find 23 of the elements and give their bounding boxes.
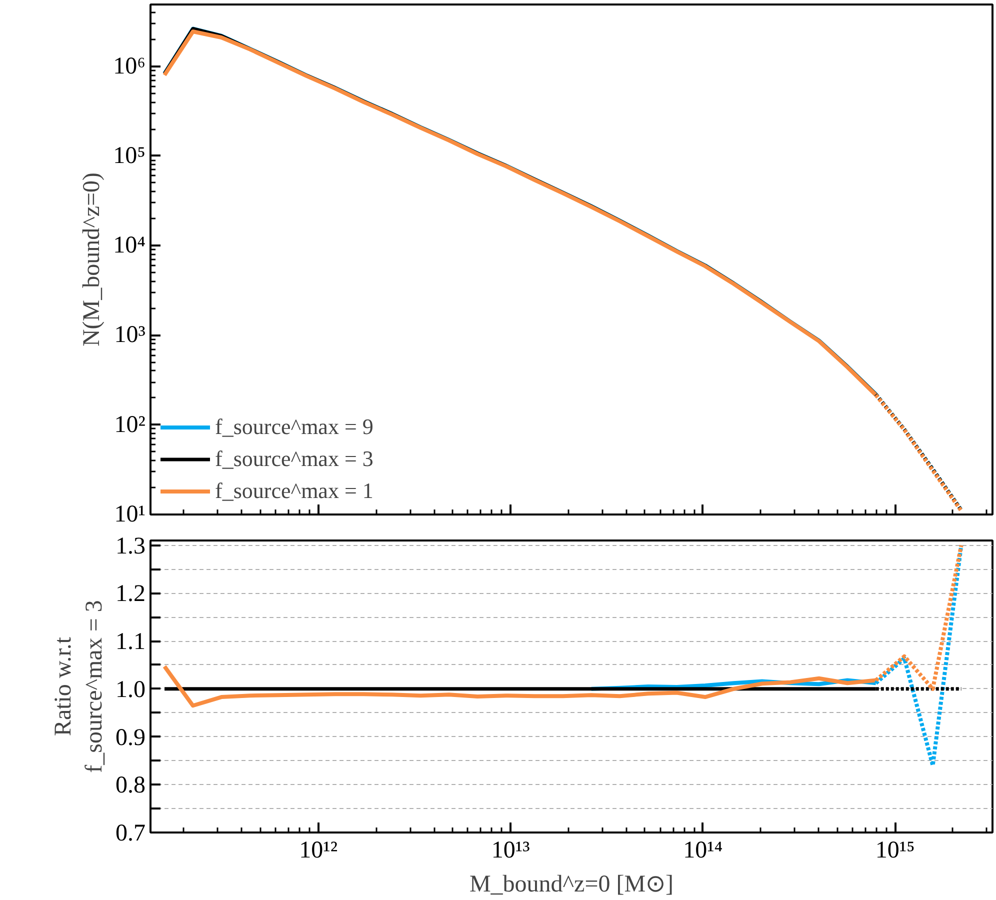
y-axis-title: Ratio w.r.t f_source^max = 3: [50, 600, 108, 773]
y-tick-label: 1.2: [116, 581, 146, 608]
y-axis-title: N(M_bound^z=0): [79, 172, 106, 347]
y-tick-label: 10⁵: [113, 142, 146, 169]
y-tick-label: 10³: [114, 322, 146, 348]
x-tick-label: 10¹³: [491, 838, 530, 864]
legend-label: f_source^max = 1: [215, 478, 374, 504]
legend-label: f_source^max = 3: [215, 446, 374, 472]
y-tick-label: 0.7: [116, 820, 146, 846]
y-tick-label: 1.1: [116, 629, 146, 656]
y-tick-label: 10¹: [114, 502, 146, 528]
x-tick-label: 10¹²: [299, 838, 338, 864]
y-tick-label: 0.8: [116, 772, 146, 799]
y-tick-label: 1.3: [116, 533, 146, 560]
legend-label: f_source^max = 9: [215, 414, 374, 440]
x-tick-label: 10¹⁵: [875, 838, 915, 864]
y-tick-label: 1.0: [116, 676, 146, 703]
y-tick-label: 10⁴: [113, 232, 146, 259]
y-tick-label: 10⁶: [113, 53, 146, 80]
y-tick-label: 0.9: [116, 724, 146, 751]
x-axis-title: M_bound^z=0 [M⊙]: [469, 872, 674, 898]
y-tick-label: 10²: [114, 412, 146, 438]
x-tick-label: 10¹⁴: [683, 838, 723, 864]
